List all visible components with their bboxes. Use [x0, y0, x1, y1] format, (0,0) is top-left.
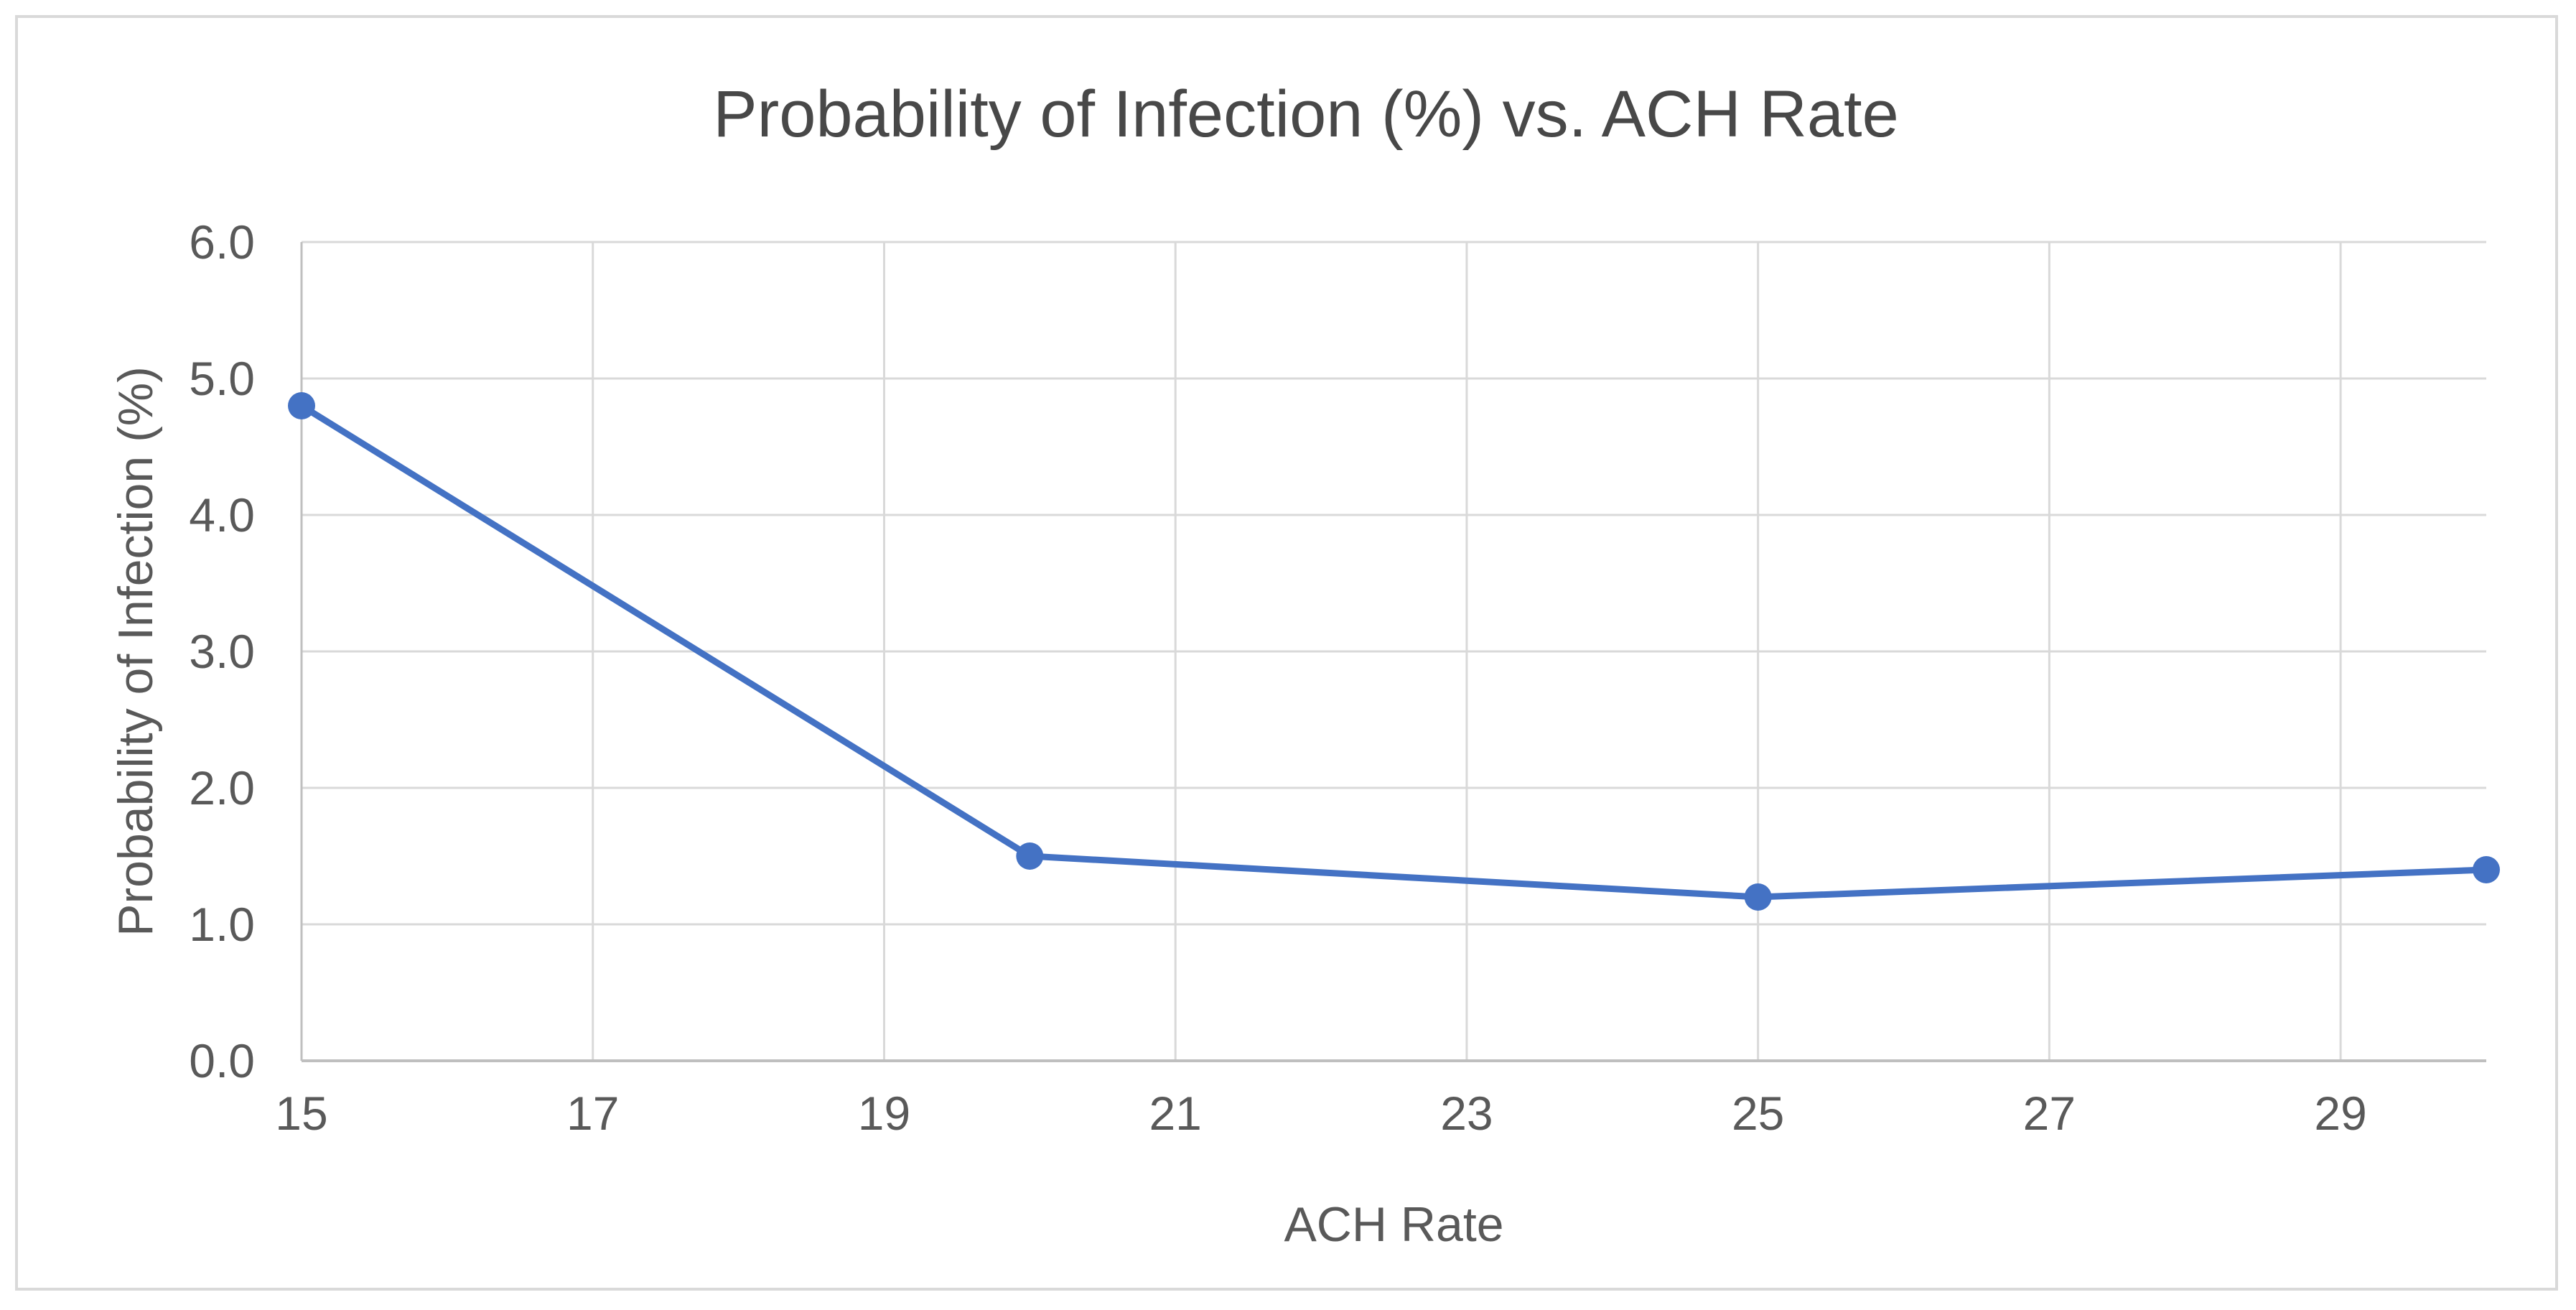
- y-tick-label: 3.0: [189, 625, 255, 678]
- data-point-marker[interactable]: [1744, 883, 1772, 911]
- y-tick-label: 0.0: [189, 1034, 255, 1087]
- data-point-marker[interactable]: [2473, 856, 2500, 883]
- y-tick-label: 1.0: [189, 898, 255, 951]
- y-tick-label: 2.0: [189, 761, 255, 814]
- x-tick-label: 19: [857, 1087, 911, 1140]
- chart-title: Probability of Infection (%) vs. ACH Rat…: [713, 78, 1899, 151]
- x-tick-label: 29: [2314, 1087, 2367, 1140]
- chart-container[interactable]: Probability of Infection (%) vs. ACH Rat…: [15, 15, 2558, 1291]
- data-point-marker[interactable]: [288, 392, 315, 419]
- x-tick-label: 21: [1149, 1087, 1202, 1140]
- x-tick-label: 27: [2022, 1087, 2076, 1140]
- y-tick-label: 5.0: [189, 352, 255, 405]
- data-point-marker[interactable]: [1016, 842, 1044, 870]
- x-tick-label: 25: [1731, 1087, 1785, 1140]
- series-line: [298, 402, 2490, 901]
- x-axis-title: ACH Rate: [1284, 1197, 1504, 1252]
- plot-area: [288, 241, 2500, 1062]
- x-tick-label: 23: [1440, 1087, 1493, 1140]
- x-tick-label: 17: [566, 1087, 620, 1140]
- y-tick-label: 6.0: [189, 215, 255, 269]
- x-tick-label: 15: [275, 1087, 328, 1140]
- y-tick-label: 4.0: [189, 488, 255, 542]
